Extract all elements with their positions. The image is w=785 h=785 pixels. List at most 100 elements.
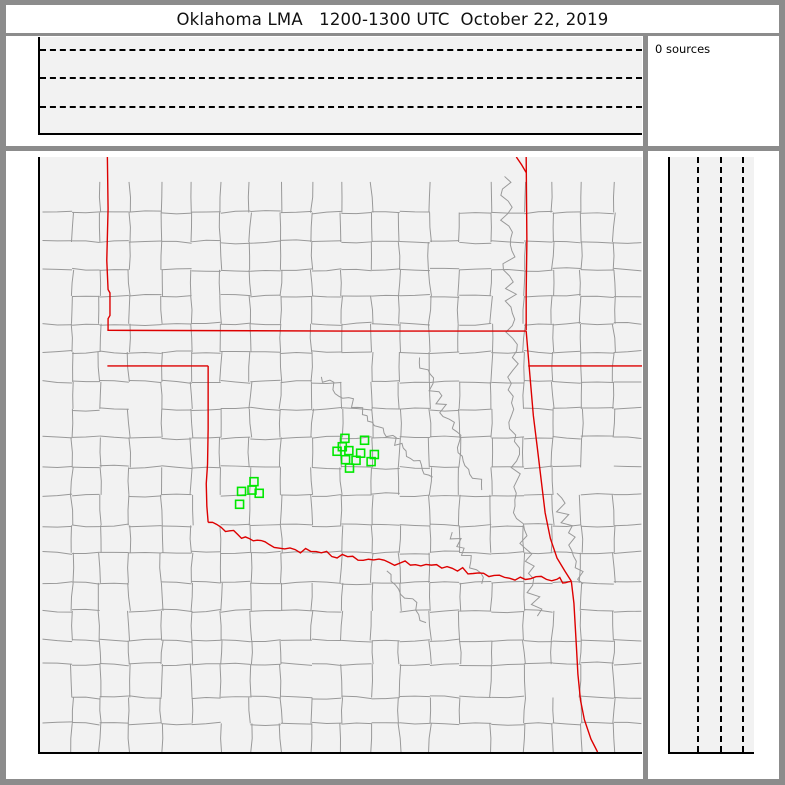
page-title: Oklahoma LMA 1200-1300 UTC October 22, 2… (176, 9, 609, 29)
vertical-gridline (719, 157, 722, 752)
lma-source-marker (234, 499, 245, 510)
x-axis-tick-label: 200.0 (458, 752, 488, 754)
x-axis-tick (79, 752, 81, 754)
x-axis-tick-label: 400.0 (590, 133, 620, 135)
x-axis-tick-label: -100.0 (259, 752, 293, 754)
y-axis-tick-label: 100.0 (668, 385, 670, 397)
lma-source-marker (340, 454, 351, 465)
x-axis-tick (145, 752, 147, 754)
x-axis-tick-label: 10.0 (708, 752, 731, 754)
lma-source-marker (351, 455, 361, 466)
x-axis-tick-label: 0 (671, 752, 678, 754)
x-axis-tick (408, 752, 410, 754)
vertical-gridline (742, 157, 745, 752)
x-axis-tick-label: 100.0 (393, 752, 423, 754)
x-axis-tick-label: -200.0 (194, 752, 228, 754)
map-plot-area[interactable]: -400.0 -300.0 -200.0 -100.0 0 100.0 200.0 300.0… (38, 157, 642, 754)
lma-source-marker (359, 435, 370, 446)
altitude-plot-svg (670, 157, 754, 307)
x-axis-tick-label: 400.0 (590, 752, 620, 754)
vertical-gridline (697, 157, 700, 752)
horizontal-gridline (40, 48, 642, 51)
x-axis-tick-label: 300.0 (524, 133, 554, 135)
x-axis-tick (697, 752, 699, 754)
x-axis-tick-label: -300.0 (128, 133, 162, 135)
x-axis-tick-label: -400.0 (62, 133, 96, 135)
x-axis-tick (605, 752, 607, 754)
x-axis-tick (276, 133, 278, 135)
y-axis-tick-label: 0 (38, 129, 40, 135)
x-axis-tick-label: -400.0 (62, 752, 96, 754)
x-axis-tick-label: 100.0 (393, 133, 423, 135)
y-axis-tick-label: 200.0 (668, 320, 670, 332)
x-axis-tick (473, 752, 475, 754)
y-axis-tick-label: -300.0 (38, 644, 40, 656)
x-axis-tick (473, 133, 475, 135)
y-axis-tick-label: -200.0 (668, 579, 670, 591)
x-axis-tick (742, 752, 744, 754)
y-axis-tick-label: -400.0 (668, 709, 670, 721)
time-height-plot-svg (40, 37, 340, 135)
lma-source-marker (366, 456, 376, 467)
y-axis-tick-label: -100.0 (38, 514, 40, 526)
time-height-panel[interactable]: 0 5.0 10.0 15.0 -400.0 -300.0 -200.0 -100.0 0 100… (6, 36, 643, 146)
x-axis-tick-label: -200.0 (194, 133, 228, 135)
x-axis-tick (342, 752, 344, 754)
horizontal-gridline (40, 77, 642, 80)
lma-source-marker (249, 476, 259, 487)
map-plot-svg (42, 157, 642, 752)
county-boundaries (42, 176, 642, 752)
x-axis-tick (79, 133, 81, 135)
y-axis-tick-label: 400.0 (38, 190, 40, 202)
x-axis-tick-label: -100.0 (259, 133, 293, 135)
x-axis-tick-label: 200.0 (458, 133, 488, 135)
y-axis-tick-label: 300.0 (38, 255, 40, 267)
y-axis-tick (38, 134, 40, 135)
lma-source-marker (344, 463, 355, 473)
lma-source-marker (332, 446, 342, 457)
x-axis-tick-label: 0 (339, 133, 346, 135)
sources-count-label: 0 sources (655, 42, 711, 56)
x-axis-tick (408, 133, 410, 135)
y-axis-tick-label: 300.0 (668, 255, 670, 267)
lma-source-marker (236, 486, 247, 497)
y-axis-tick-label: -100.0 (668, 514, 670, 526)
lma-source-markers (234, 433, 380, 510)
x-axis-tick (539, 133, 541, 135)
y-axis-tick-label: -400.0 (38, 709, 40, 721)
y-axis-tick-label: 100.0 (38, 385, 40, 397)
x-axis-tick-label: 0 (339, 752, 346, 754)
x-axis-tick (539, 752, 541, 754)
x-axis-tick (276, 752, 278, 754)
lma-source-marker (344, 445, 354, 456)
y-axis-tick-label: -200.0 (38, 579, 40, 591)
map-panel[interactable]: -400.0 -300.0 -200.0 -100.0 0 100.0 200.0 300.0… (6, 151, 643, 779)
y-axis-tick-label: 10.0 (38, 71, 40, 83)
x-axis-tick (605, 133, 607, 135)
y-axis-tick-label: 5.0 (38, 100, 40, 112)
y-axis-tick-label: 200.0 (38, 320, 40, 332)
x-axis-tick (720, 752, 722, 754)
y-axis-tick-label: 0 (668, 450, 670, 462)
y-axis-tick-label: -300.0 (668, 644, 670, 656)
x-axis-tick (675, 752, 677, 754)
x-axis-tick (145, 133, 147, 135)
state-boundaries (106, 157, 642, 752)
altitude-panel[interactable]: 0 5.010.015.0 -400.0 -300.0 -200.0 -100.0 0 100… (648, 151, 779, 779)
y-axis-tick-label: 15.0 (38, 43, 40, 55)
altitude-plot-area[interactable]: 0 5.010.015.0 -400.0 -300.0 -200.0 -100.0 0 100… (668, 157, 754, 754)
x-axis-tick (342, 133, 344, 135)
y-axis-tick-label: 400.0 (668, 190, 670, 202)
x-axis-tick-label: -300.0 (128, 752, 162, 754)
x-axis-tick-label: 300.0 (524, 752, 554, 754)
sources-info-panel: 0 sources (648, 36, 779, 146)
x-axis-tick (211, 752, 213, 754)
x-axis-tick-label: 15.0 (731, 752, 754, 754)
time-height-plot-area[interactable]: 0 5.0 10.0 15.0 -400.0 -300.0 -200.0 -100.0 0 100… (38, 37, 642, 135)
y-axis-tick-label: 0 (38, 450, 40, 462)
x-axis-tick-label: 5.0 (689, 752, 706, 754)
horizontal-gridline (40, 106, 642, 109)
title-bar: Oklahoma LMA 1200-1300 UTC October 22, 2… (6, 5, 779, 33)
lma-source-marker (254, 488, 264, 499)
